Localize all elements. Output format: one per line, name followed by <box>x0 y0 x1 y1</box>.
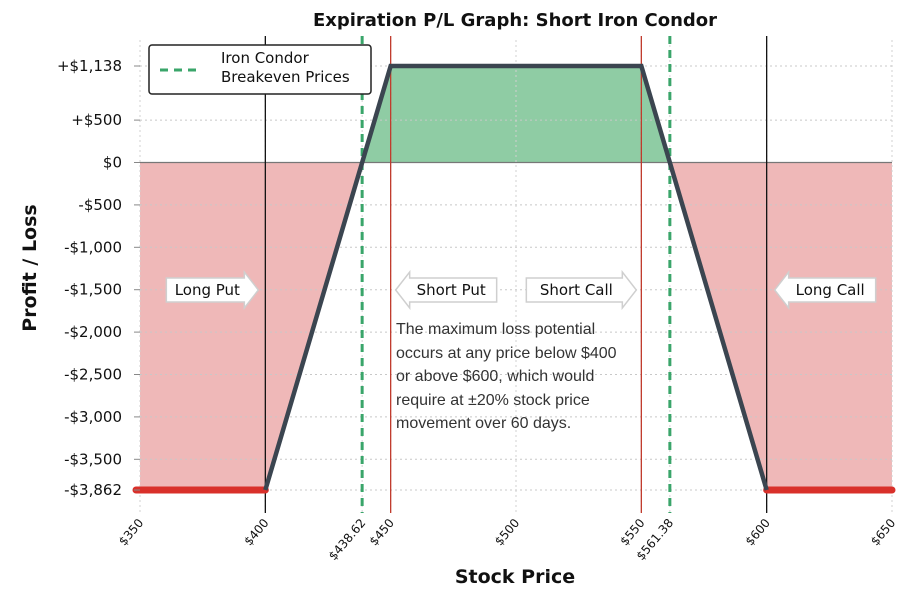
x-tick: $438.62 <box>326 516 369 563</box>
strike-arrow-label: Long Call <box>796 281 865 299</box>
y-tick-label: -$3,862 <box>64 481 122 499</box>
y-tick-label: -$1,000 <box>64 238 122 256</box>
annotation-line: occurs at any price below $400 <box>396 344 617 362</box>
y-tick-label: -$1,500 <box>64 281 122 299</box>
y-tick-label: +$1,138 <box>57 57 122 75</box>
x-tick-label: $650 <box>868 516 898 548</box>
pl-series <box>132 63 896 494</box>
x-tick-label: $500 <box>492 516 522 548</box>
x-tick-label: $350 <box>116 516 146 548</box>
strike-arrow <box>773 269 877 311</box>
legend-label-line1: Iron Condor <box>221 49 310 67</box>
annotation-line: or above $600, which would <box>396 368 595 385</box>
loss-region-left <box>140 162 363 491</box>
y-tick-label: -$3,500 <box>64 450 122 468</box>
annotation-line: require at ±20% stock price <box>396 391 590 409</box>
max-loss-annotation: The maximum loss potential occurs at any… <box>396 318 656 436</box>
strike-arrow <box>165 269 260 311</box>
y-axis-ticks: +$1,138 +$500 $0 -$500 -$1,000 -$1,500 -$2,000… <box>57 57 140 499</box>
x-tick: $600 <box>743 516 773 548</box>
y-tick-label: -$500 <box>78 196 122 214</box>
strike-labels: Long Put Short Put Short Call Long Call <box>165 269 877 311</box>
x-tick-label: $600 <box>743 516 773 548</box>
x-tick: $400 <box>241 516 271 548</box>
legend-box <box>148 44 372 95</box>
strike-arrow-label: Short Call <box>540 281 613 299</box>
strike-arrow <box>525 269 638 311</box>
x-tick-label: $438.62 <box>326 516 369 563</box>
legend: Iron Condor Breakeven Prices <box>148 44 372 95</box>
pl-line <box>263 63 769 491</box>
y-tick-label: $0 <box>103 154 122 172</box>
x-axis-title: Stock Price <box>455 566 575 588</box>
x-tick: $650 <box>868 516 898 548</box>
profit-region <box>362 66 670 163</box>
x-tick: $450 <box>367 516 397 548</box>
fills-layer <box>140 66 892 491</box>
annotation-line: movement over 60 days. <box>396 415 572 432</box>
x-tick-label: $400 <box>241 516 271 548</box>
loss-region-right <box>669 162 892 491</box>
annotation-line: The maximum loss potential <box>396 321 596 338</box>
strike-arrow-label: Long Put <box>175 281 240 299</box>
x-tick-label: $450 <box>367 516 397 548</box>
x-tick: $500 <box>492 516 522 548</box>
y-tick-label: -$2,500 <box>64 366 122 384</box>
chart-title: Expiration P/L Graph: Short Iron Condor <box>313 10 717 31</box>
strike-arrow-label: Short Put <box>417 281 486 299</box>
x-tick: $350 <box>116 516 146 548</box>
y-tick-label: -$2,000 <box>64 323 122 341</box>
y-tick-label: +$500 <box>71 111 122 129</box>
legend-label-line2: Breakeven Prices <box>221 68 350 86</box>
x-axis-ticks: $350 $400 $438.62$450 $500 $550$561.38 $600 $6… <box>116 516 898 563</box>
y-axis-title: Profit / Loss <box>19 204 41 331</box>
strike-arrow <box>394 269 498 311</box>
y-tick-label: -$3,000 <box>64 408 122 426</box>
strike-lines <box>264 36 768 513</box>
